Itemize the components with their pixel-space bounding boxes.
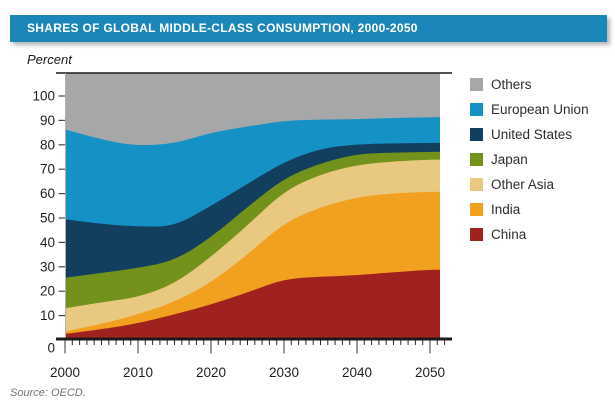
legend-swatch-china <box>470 228 483 241</box>
legend-swatch-other-asia <box>470 178 483 191</box>
chart-title: SHARES OF GLOBAL MIDDLE-CLASS CONSUMPTIO… <box>27 21 418 35</box>
y-axis-title: Percent <box>27 52 72 67</box>
x-tick-label: 2040 <box>342 365 372 380</box>
title-bar: SHARES OF GLOBAL MIDDLE-CLASS CONSUMPTIO… <box>10 15 607 42</box>
y-tick-label: 80 <box>40 137 55 152</box>
x-tick-label: 2010 <box>123 365 153 380</box>
legend: Others European Union United States Japa… <box>470 72 589 247</box>
legend-item-others: Others <box>470 72 589 97</box>
source-note: Source: OECD. <box>10 387 86 399</box>
x-tick-label: 2020 <box>196 365 226 380</box>
y-tick-label: 60 <box>40 186 55 201</box>
legend-swatch-japan <box>470 153 483 166</box>
legend-swatch-others <box>470 78 483 91</box>
legend-item-india: India <box>470 197 589 222</box>
x-tick-label: 2000 <box>50 365 80 380</box>
legend-swatch-india <box>470 203 483 216</box>
y-tick-label: 10 <box>40 308 55 323</box>
x-tick-label: 2030 <box>269 365 299 380</box>
y-tick-label: 0 <box>47 341 55 356</box>
legend-item-other-asia: Other Asia <box>470 172 589 197</box>
legend-swatch-united-states <box>470 128 483 141</box>
y-tick-label: 100 <box>32 89 55 104</box>
x-axis-line <box>56 337 452 341</box>
legend-item-japan: Japan <box>470 147 589 172</box>
y-tick-label: 30 <box>40 259 55 274</box>
legend-item-china: China <box>470 222 589 247</box>
area-china <box>65 269 440 340</box>
y-tick-label: 40 <box>40 235 55 250</box>
y-tick-label: 90 <box>40 113 55 128</box>
y-tick-label: 20 <box>40 284 55 299</box>
legend-item-european-union: European Union <box>470 97 589 122</box>
y-tick-label: 50 <box>40 211 55 226</box>
x-tick-label: 2050 <box>415 365 445 380</box>
legend-item-united-states: United States <box>470 122 589 147</box>
chart-areas <box>65 73 440 340</box>
y-tick-label: 70 <box>40 162 55 177</box>
legend-swatch-european-union <box>470 103 483 116</box>
